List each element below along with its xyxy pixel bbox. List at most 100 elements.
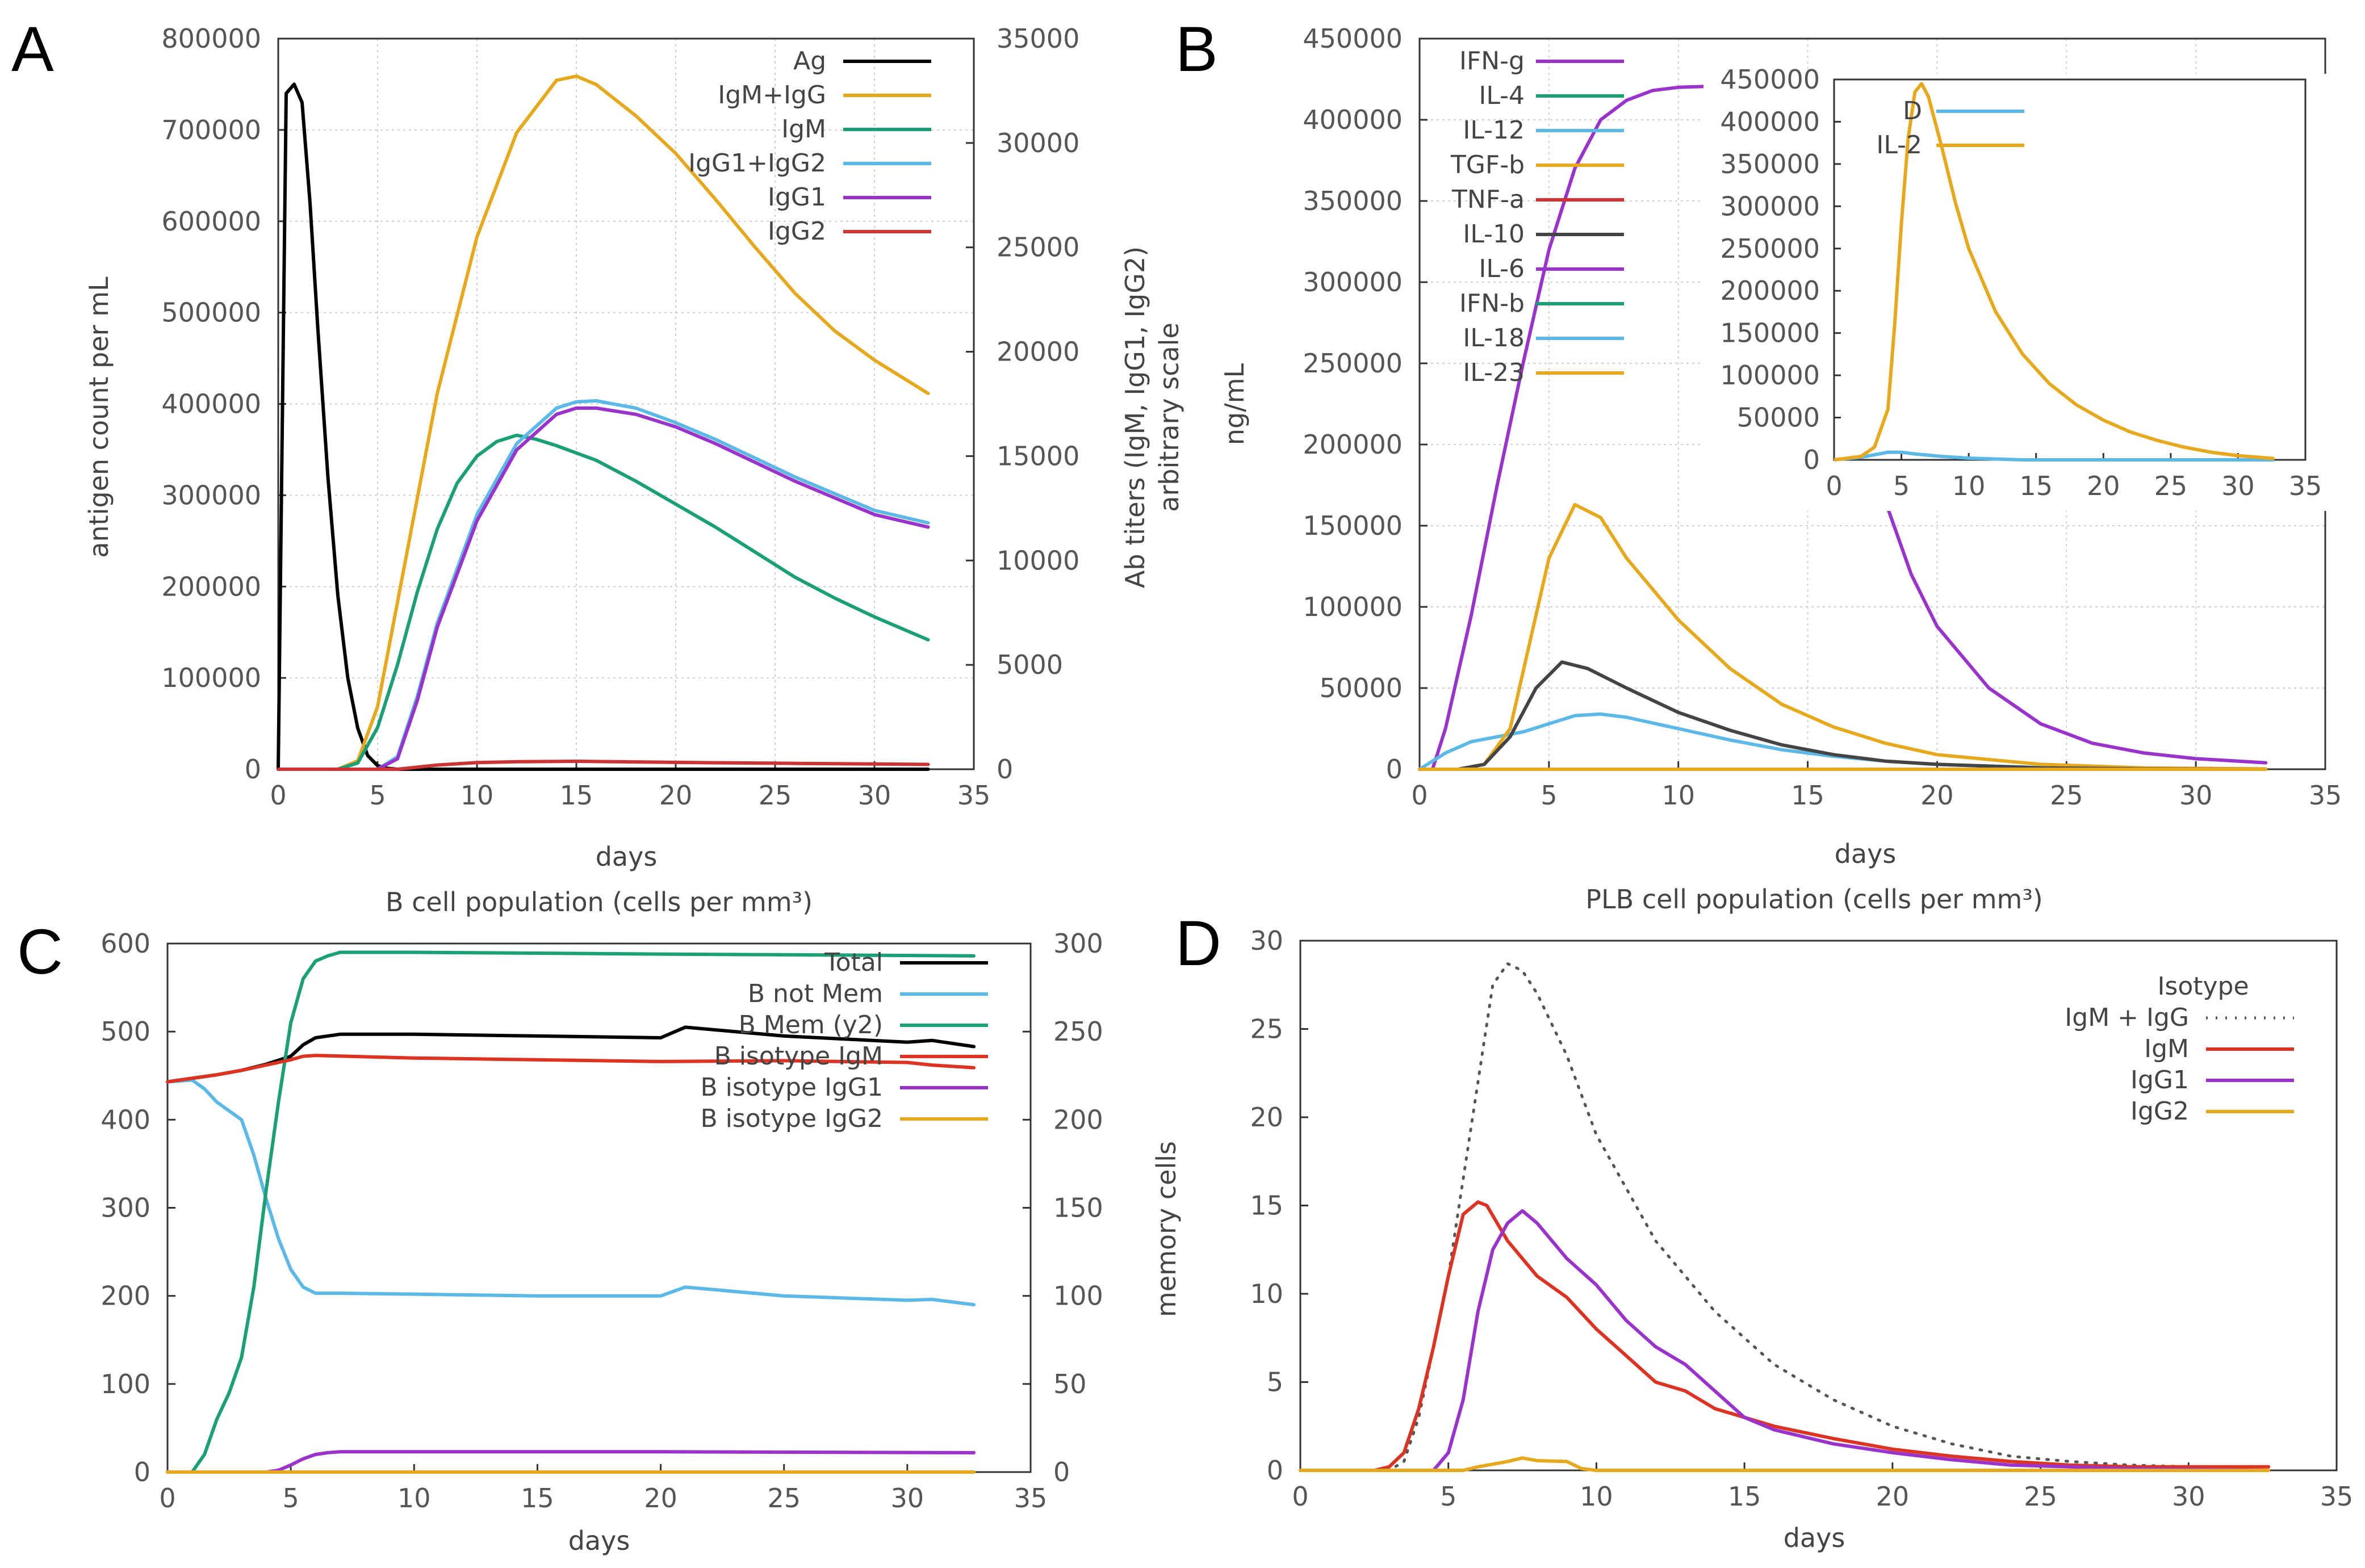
panel-d-series-igm <box>1299 1200 2271 1472</box>
panel-a-xtick-label: 35 <box>957 780 991 811</box>
panel-d-legend-label-igg1: IgG1 <box>2130 1066 2189 1095</box>
panel-b-inset-xtick-label: 30 <box>2221 471 2255 501</box>
panel-d-title: PLB cell population (cells per mm³) <box>1585 884 2042 915</box>
panel-b-inset-ytick-label: 300000 <box>1720 191 1820 221</box>
panel-a-y2label-line2: arbitrary scale <box>1154 322 1184 512</box>
panel-c-xtick-label: 20 <box>644 1483 677 1514</box>
panel-c-y2tick-label: 100 <box>1053 1281 1103 1311</box>
panel-b-legend-label-ifn-g: IFN-g <box>1459 47 1525 76</box>
panel-d-ytick-label: 25 <box>1250 1014 1283 1045</box>
panel-a-ytick-label: 700000 <box>161 115 261 145</box>
panel-b-ytick-label: 250000 <box>1303 348 1403 379</box>
panel-d-legend-label-igm-igg: IgM + IgG <box>2065 1003 2189 1032</box>
panel-b-inset-ytick-label: 350000 <box>1720 149 1820 179</box>
panel-a-series-ag <box>277 82 930 771</box>
panel-c-legend-label-b-isotype-igg1: B isotype IgG1 <box>700 1073 883 1102</box>
panel-b-ytick-label: 50000 <box>1320 673 1403 703</box>
panel-a-legend-label-ag: Ag <box>793 47 826 76</box>
panel-a-y2tick-label: 0 <box>997 754 1013 785</box>
panel-b-xtick-label: 35 <box>2309 780 2342 811</box>
panel-b-xtick-label: 0 <box>1411 780 1428 811</box>
panel-d-ylabel: memory cells <box>1151 1141 1182 1317</box>
chart-panel-a: 0 5 10 15 20 25 30 3501000002000003000004000005… <box>161 23 1079 811</box>
panel-b-inset-xtick-label: 25 <box>2154 471 2188 501</box>
panel-d-ytick-label: 0 <box>1267 1455 1283 1486</box>
panel-d-xtick-label: 30 <box>2172 1481 2205 1512</box>
panel-a-ytick-label: 600000 <box>161 206 261 237</box>
panel-a-xtick-label: 5 <box>369 780 386 811</box>
panel-d-ytick-label: 15 <box>1250 1190 1283 1221</box>
panel-b-inset-xtick-label: 0 <box>1826 471 1842 501</box>
panel-b-inset-xtick-label: 15 <box>2019 471 2053 501</box>
panel-c-xtick-label: 15 <box>521 1483 554 1514</box>
panel-a-ytick-label: 300000 <box>161 480 261 510</box>
panel-d-xtick-label: 0 <box>1292 1481 1308 1512</box>
panel-c-y2tick-label: 150 <box>1053 1193 1103 1223</box>
panel-b-xtick-label: 25 <box>2050 780 2083 811</box>
panel-b-inset-xtick-label: 35 <box>2289 471 2322 501</box>
panel-c-legend-label-b-not-mem: B not Mem <box>748 979 883 1008</box>
panel-a-xtick-label: 30 <box>858 780 891 811</box>
panel-d-xtick-label: 5 <box>1440 1481 1456 1512</box>
panel-a-legend-label-igg2: IgG2 <box>768 217 826 246</box>
panel-label-a: A <box>11 14 54 85</box>
panel-b-inset-ytick-label: 250000 <box>1720 233 1820 264</box>
panel-d-ytick-label: 10 <box>1250 1278 1283 1309</box>
panel-a-y2tick-label: 35000 <box>997 23 1079 54</box>
panel-d-series-igm-igg <box>1299 962 2270 1472</box>
panel-a-legend-label-igg1: IgG1 <box>768 183 826 212</box>
panel-a-xtick-label: 10 <box>461 780 494 811</box>
panel-c-ytick-label: 500 <box>101 1016 150 1047</box>
panel-b-inset-ytick-label: 450000 <box>1720 64 1820 95</box>
panel-c-xtick-label: 5 <box>283 1483 299 1514</box>
panel-a-ytick-label: 800000 <box>161 23 261 54</box>
panel-c-y2tick-label: 300 <box>1053 928 1103 959</box>
panel-c-legend-label-b-isotype-igg2: B isotype IgG2 <box>700 1104 883 1133</box>
panel-a-legend-label-igg1-igg2: IgG1+IgG2 <box>688 149 826 178</box>
panel-b-inset-xtick-label: 20 <box>2087 471 2120 501</box>
panel-a-legend-label-igm: IgM <box>781 115 826 144</box>
panel-d-series-igg2 <box>1299 1456 2271 1472</box>
panel-a-xtick-label: 15 <box>560 780 593 811</box>
panel-c-xlabel: days <box>568 1525 630 1556</box>
panel-b-inset-ytick-label: 50000 <box>1737 403 1820 433</box>
panel-b-ytick-label: 100000 <box>1303 592 1403 622</box>
panel-c-xtick-label: 0 <box>159 1483 175 1514</box>
panel-d-xtick-label: 15 <box>1728 1481 1761 1512</box>
panel-a-y2tick-label: 30000 <box>997 128 1079 158</box>
panel-a-y2tick-label: 20000 <box>997 337 1079 367</box>
panel-a-ytick-label: 0 <box>245 754 261 785</box>
panel-a-ytick-label: 500000 <box>161 297 261 328</box>
panel-b-ytick-label: 350000 <box>1303 186 1403 216</box>
panel-b-xtick-label: 10 <box>1661 780 1695 811</box>
panel-c-series-b-isotype-igm <box>166 1054 976 1084</box>
panel-b-series-il-10 <box>1418 660 2268 771</box>
panel-b-inset-series-d <box>1834 450 2275 462</box>
panel-c-xtick-label: 35 <box>1014 1483 1048 1514</box>
panel-d-xtick-label: 35 <box>2320 1481 2354 1512</box>
panel-c-y2tick-label: 250 <box>1053 1016 1103 1047</box>
panel-b-legend-label-il-12: IL-12 <box>1463 116 1525 145</box>
panel-d-xlabel: days <box>1784 1523 1845 1553</box>
panel-c-ytick-label: 400 <box>101 1104 150 1135</box>
panel-label-c: C <box>17 916 63 987</box>
panel-b-legend-label-il-4: IL-4 <box>1479 81 1525 110</box>
panel-b-xtick-label: 30 <box>2179 780 2213 811</box>
panel-b-xtick-label: 15 <box>1791 780 1824 811</box>
panel-a-series-igm <box>277 433 930 771</box>
panel-d-xtick-label: 20 <box>1876 1481 1910 1512</box>
panel-a-y2tick-label: 25000 <box>997 232 1079 263</box>
panel-b-legend-label-tgf-b: TGF-b <box>1450 150 1525 179</box>
panel-b-ytick-label: 150000 <box>1303 510 1403 541</box>
panel-a-ytick-label: 100000 <box>161 663 261 693</box>
panel-a-y2tick-label: 5000 <box>997 649 1063 680</box>
panel-b-inset-series-il-2 <box>1834 82 2275 462</box>
panel-d-legend-title: Isotype <box>2157 972 2249 1001</box>
panel-b-xtick-label: 20 <box>1920 780 1954 811</box>
panel-b-inset-ytick-label: 150000 <box>1720 318 1820 349</box>
panel-c-ytick-label: 0 <box>134 1457 150 1487</box>
panel-b-legend-label-ifn-b: IFN-b <box>1459 289 1525 318</box>
panel-c-y2tick-label: 0 <box>1053 1457 1070 1487</box>
